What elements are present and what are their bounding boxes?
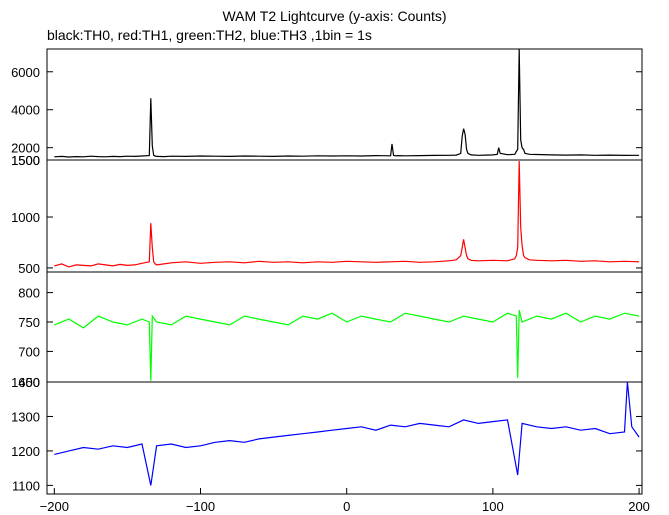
y-tick-label-0-1: 4000	[11, 103, 40, 118]
y-edge-label-top-3: 1400	[11, 375, 40, 390]
y-tick-label-0-2: 6000	[11, 65, 40, 80]
y-tick-label-1-1: 1000	[11, 210, 40, 225]
y-tick-label-3-0: 1100	[12, 478, 40, 493]
x-tick-label-4: 200	[628, 499, 650, 514]
x-tick-label-1: −100	[186, 499, 215, 514]
panel-frame-0	[46, 48, 643, 161]
y-edge-label-2: 650	[18, 375, 40, 390]
y-tick-label-2-2: 800	[18, 286, 40, 301]
panel-frame-1	[46, 159, 643, 273]
y-edge-label-top-1: 1500	[11, 153, 40, 168]
chart-title: WAM T2 Lightcurve (y-axis: Counts)	[222, 8, 447, 24]
panel-frame-2	[46, 271, 643, 383]
series-th2-line	[54, 310, 640, 381]
x-tick-label-2: 0	[343, 499, 350, 514]
y-tick-label-0-0: 2000	[11, 141, 40, 156]
y-tick-label-2-1: 750	[18, 315, 40, 330]
series-th1-line	[54, 160, 640, 268]
series-th0-line	[54, 48, 640, 158]
y-tick-label-2-0: 700	[18, 344, 40, 359]
chart-subtitle: black:TH0, red:TH1, green:TH2, blue:TH3 …	[47, 27, 372, 43]
y-tick-label-3-1: 1200	[11, 444, 40, 459]
panel-frame-3	[46, 381, 643, 495]
y-tick-label-1-0: 500	[18, 261, 40, 276]
x-tick-label-3: 100	[482, 499, 504, 514]
series-th3-line	[54, 381, 640, 486]
y-tick-label-3-2: 1300	[11, 409, 40, 424]
y-edge-label-0: 1500	[11, 153, 40, 168]
x-tick-label-0: −200	[40, 499, 69, 514]
